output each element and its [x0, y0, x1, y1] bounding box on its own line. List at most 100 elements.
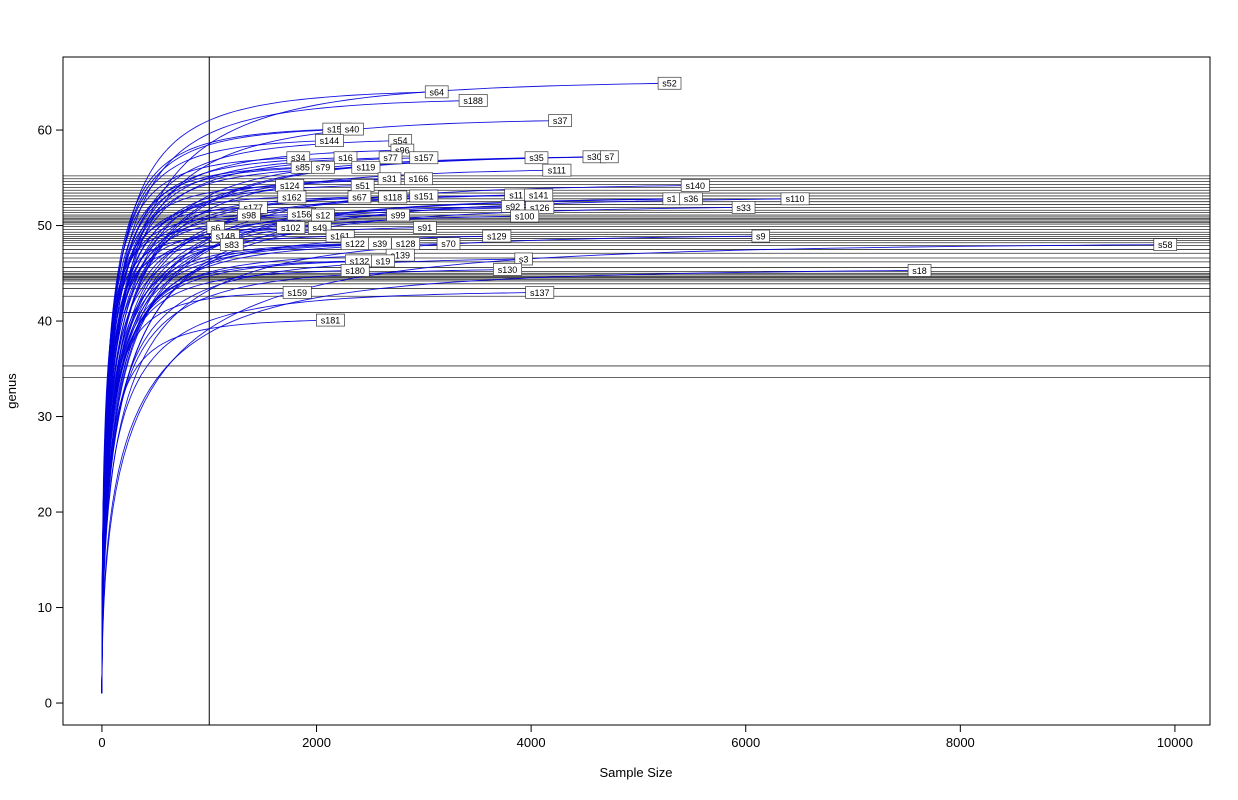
curve-label: s30 — [587, 152, 602, 162]
curve-label: s156 — [292, 209, 312, 219]
y-tick-label: 30 — [38, 409, 52, 424]
curve-label: s159 — [287, 288, 307, 298]
y-tick-label: 60 — [38, 123, 52, 138]
curve-label-box — [482, 229, 512, 243]
curve-label-box — [424, 85, 449, 99]
curve-label: s111 — [548, 166, 566, 176]
x-tick-label: 4000 — [517, 735, 546, 750]
curve-label-box — [907, 264, 932, 277]
curve-label: s100 — [515, 211, 535, 221]
curve-label: s177 — [243, 203, 263, 213]
rarefaction-curve — [101, 198, 672, 694]
rarefaction-curve — [101, 319, 331, 694]
curve-label-box — [277, 190, 307, 204]
y-tick-label: 40 — [38, 314, 52, 329]
rarefaction-curve — [101, 227, 320, 694]
curve-label-box — [340, 122, 364, 136]
curve-label-box — [657, 76, 682, 90]
curve-label-box — [600, 150, 619, 164]
rarefaction-curve — [101, 269, 508, 694]
x-tick-label: 10000 — [1157, 735, 1193, 750]
curve-label: s137 — [530, 288, 550, 298]
curve-label: s79 — [316, 163, 331, 173]
rarefaction-curve — [101, 206, 540, 694]
rarefaction-curve — [101, 244, 232, 694]
curve-label: s18 — [912, 266, 927, 276]
rarefaction-curve — [101, 243, 449, 694]
curve-label-box — [219, 238, 244, 252]
curve-label-box — [340, 264, 370, 277]
curve-label-box — [314, 134, 344, 147]
curve-label: s148 — [216, 231, 236, 241]
curve-label: s161 — [330, 231, 350, 241]
curve-label: s67 — [352, 192, 367, 202]
curve-label: s51 — [355, 181, 370, 191]
curve-label-box — [679, 192, 703, 206]
curve-label: s144 — [320, 136, 340, 146]
rarefaction-curve — [101, 156, 610, 694]
rarefaction-curve — [101, 235, 341, 694]
curve-label-box — [378, 151, 403, 165]
x-tick-label: 6000 — [731, 735, 760, 750]
curve-label-box — [307, 221, 332, 234]
reference-lines-layer — [63, 57, 1210, 725]
curve-label: s151 — [414, 191, 434, 201]
curve-label-box — [316, 313, 345, 327]
curve-label: s130 — [498, 265, 518, 275]
rarefaction-curve — [101, 243, 356, 694]
curve-label-box — [525, 286, 555, 299]
rarefaction-curve — [101, 194, 517, 694]
y-tick-label: 50 — [38, 218, 52, 233]
curve-label: s181 — [321, 315, 341, 325]
curve-label: s98 — [242, 210, 257, 220]
curve-label: s157 — [414, 153, 434, 163]
curve-label: s39 — [373, 239, 388, 249]
curve-label-box — [371, 254, 395, 268]
curve-label: s40 — [345, 125, 360, 135]
curve-label: s166 — [409, 174, 429, 184]
curve-label: s85 — [295, 163, 310, 173]
curve-label-box — [377, 172, 402, 186]
curve-label-box — [436, 237, 461, 251]
curve-label-box — [404, 172, 433, 186]
y-axis-title: genus — [4, 373, 19, 409]
curve-label-box — [548, 114, 572, 127]
curve-label-box — [413, 221, 437, 234]
curve-label-box — [409, 151, 439, 165]
rarefaction-curve — [101, 235, 761, 694]
curve-label: s91 — [418, 223, 433, 233]
curve-label: s162 — [282, 192, 302, 202]
rarefaction-curve — [101, 258, 524, 694]
curve-label-box — [458, 94, 488, 107]
curve-label: s3 — [519, 254, 529, 264]
curve-label-box — [524, 188, 554, 202]
rarefaction-curve — [101, 215, 525, 694]
curve-label: s52 — [662, 79, 677, 89]
curve-label: s83 — [225, 240, 240, 250]
curve-label-box — [731, 201, 756, 214]
curve-label-box — [276, 221, 306, 234]
curve-label: s54 — [393, 136, 408, 146]
curve-label: s77 — [383, 153, 398, 163]
rarefaction-curve — [101, 269, 920, 694]
curve-label-box — [680, 179, 710, 192]
rarefaction-curve — [101, 269, 356, 694]
curve-label-box — [751, 229, 770, 243]
curve-label-box — [333, 151, 358, 165]
rarefaction-curve — [101, 213, 302, 694]
curve-label-box — [780, 192, 810, 206]
curve-label: s141 — [529, 190, 549, 200]
curve-label-box — [510, 209, 540, 223]
curve-label: s36 — [684, 194, 699, 204]
curve-label: s11 — [509, 190, 523, 200]
curve-label-box — [347, 190, 372, 204]
curve-label: s35 — [529, 153, 544, 163]
curve-label-box — [409, 189, 439, 203]
curves-layer — [101, 82, 1166, 694]
x-tick-label: 2000 — [302, 735, 331, 750]
rarefaction-curve — [101, 254, 401, 694]
curve-label: s128 — [396, 239, 416, 249]
curve-label: s1 — [667, 194, 677, 204]
